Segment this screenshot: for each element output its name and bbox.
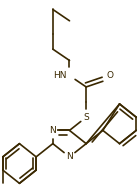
Text: N: N — [66, 152, 73, 161]
Text: HN: HN — [53, 71, 67, 80]
Text: O: O — [106, 71, 113, 80]
Text: N: N — [49, 126, 56, 135]
Text: S: S — [83, 113, 89, 122]
